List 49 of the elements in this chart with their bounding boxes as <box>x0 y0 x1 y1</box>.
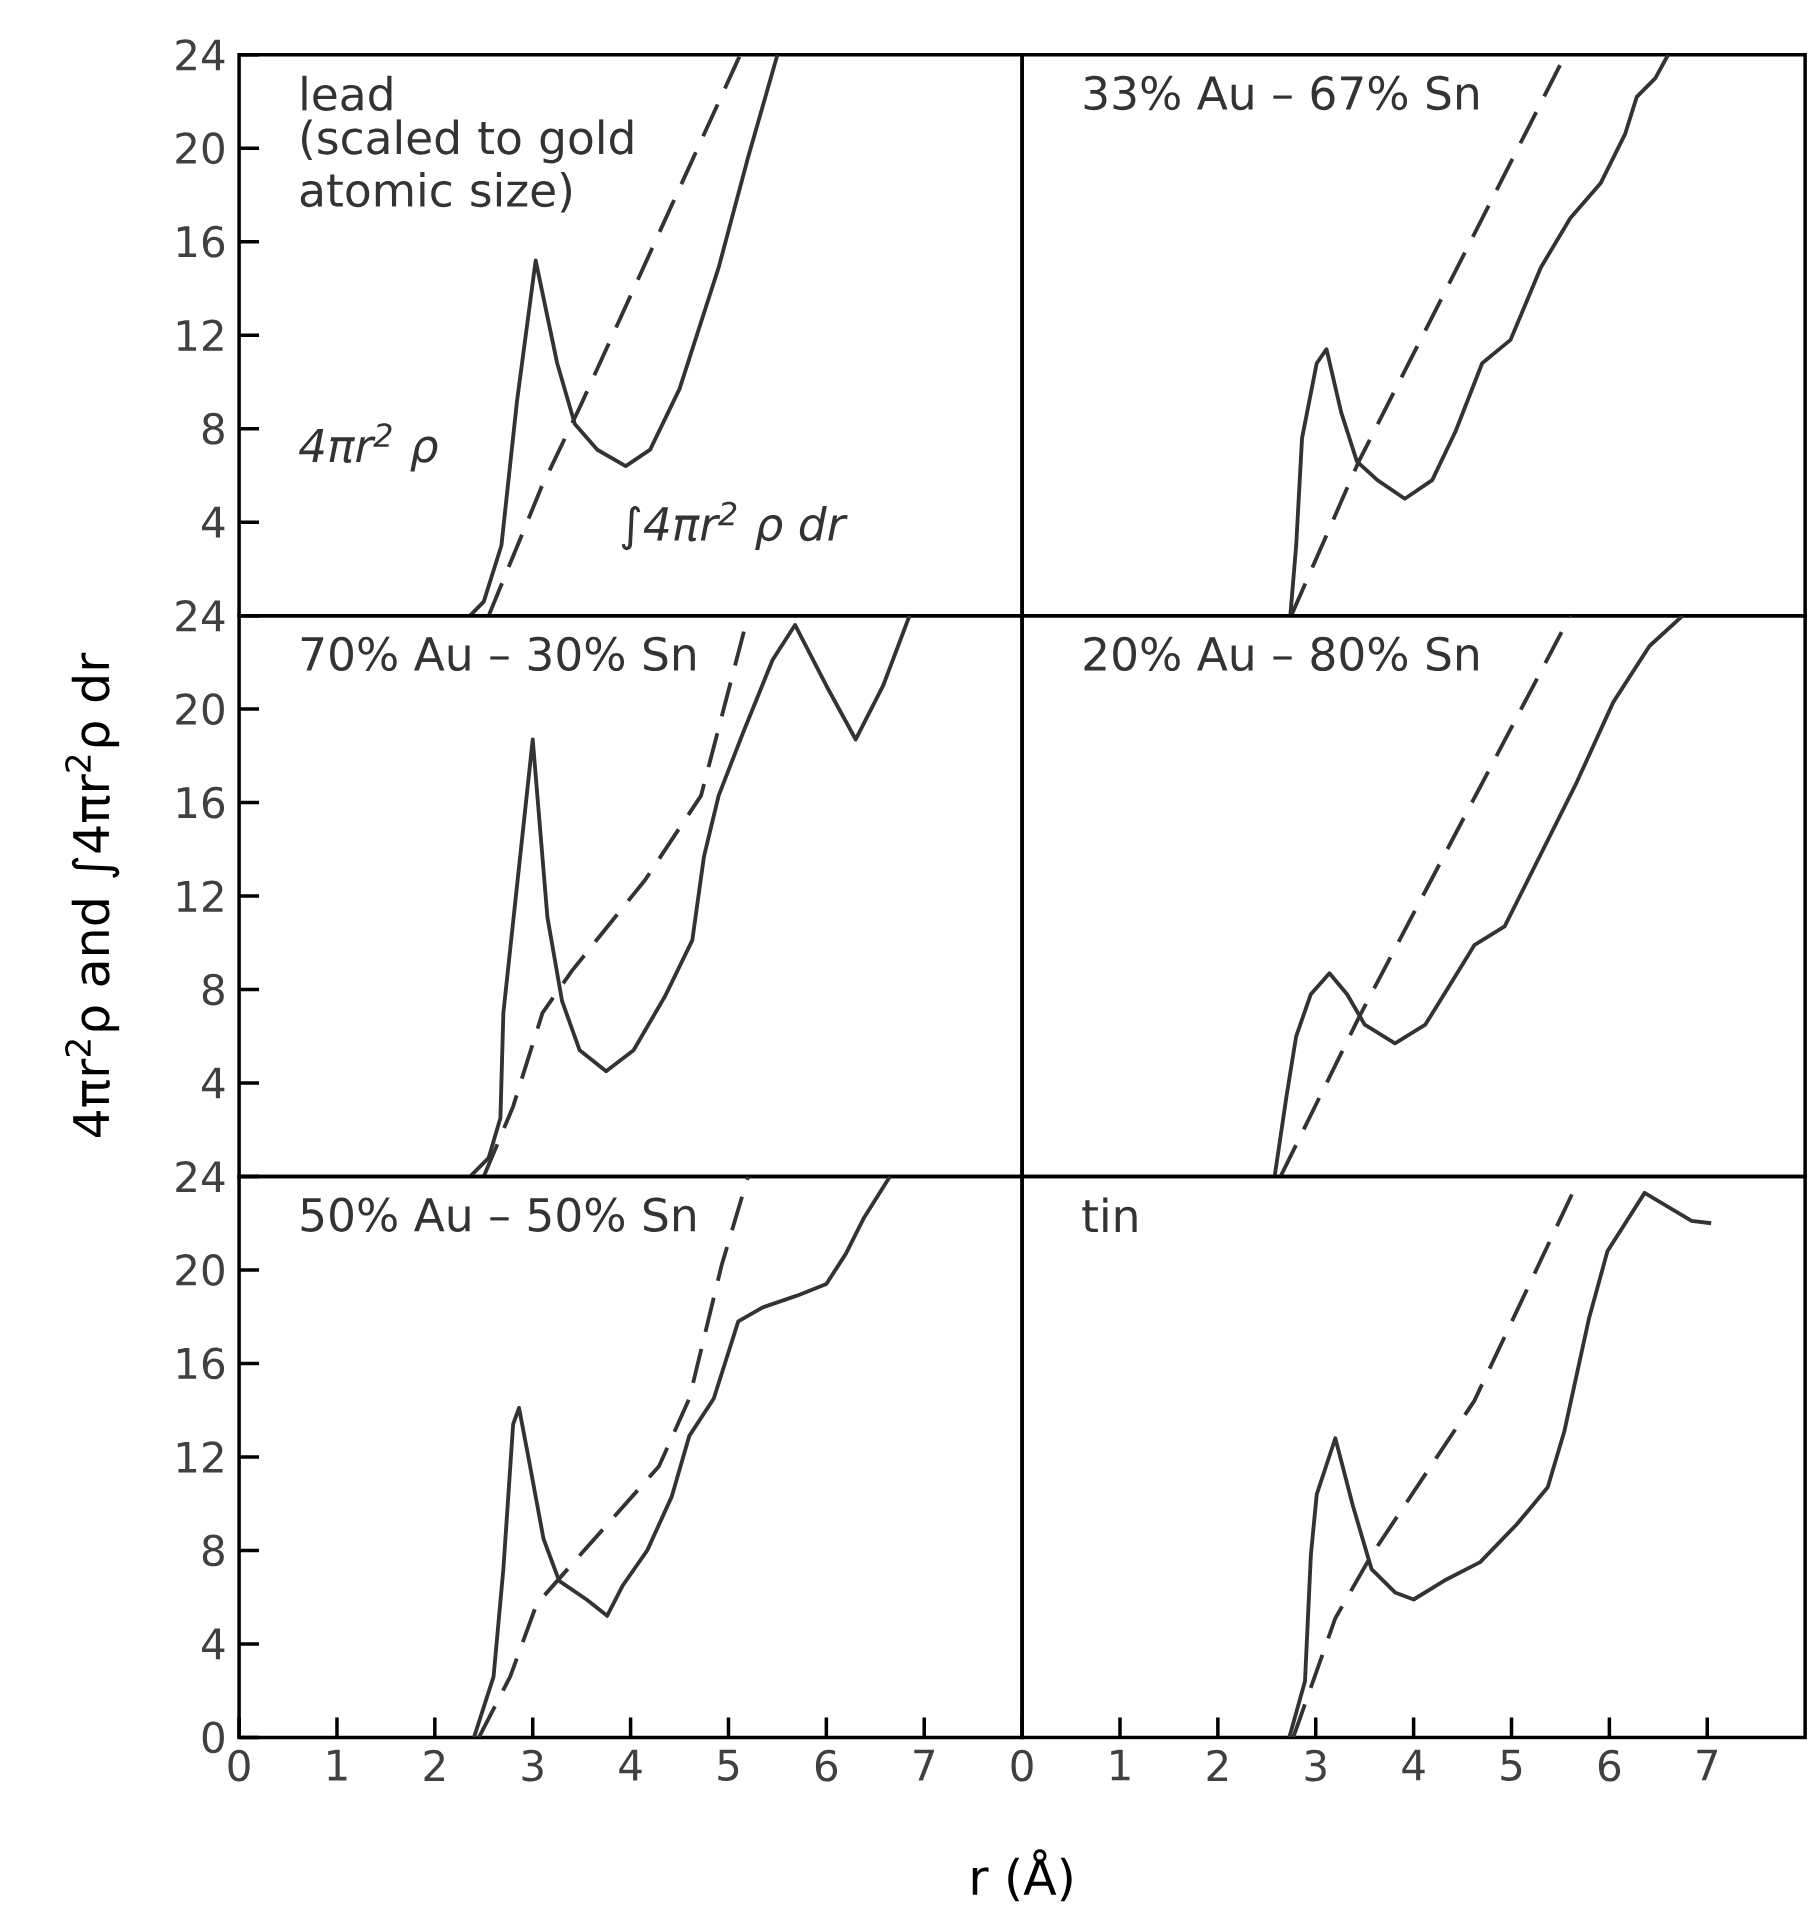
x-tick-label: 4 <box>1402 1749 1425 1781</box>
y-tick-label: 12 <box>177 319 223 351</box>
x-tick-label: 2 <box>1207 1749 1227 1781</box>
x-tick-label: 4 <box>619 1749 642 1781</box>
chart-title: lead <box>302 75 392 112</box>
x-tick-label: 3 <box>1305 1749 1326 1782</box>
annotation: ∫4πr$^{2}$ ρ dr <box>621 501 848 551</box>
text: (scaled to gold atomic size) <box>300 119 633 213</box>
x-tick-label: 7 <box>914 1749 934 1781</box>
y-tick-label: 20 <box>176 693 224 726</box>
y-tick-label: 8 <box>202 973 224 1006</box>
x-tick-label: 1 <box>328 1749 347 1781</box>
chart-title: tin <box>1082 1197 1137 1233</box>
x-tick-label: 5 <box>1501 1749 1522 1781</box>
x-tick-label: 5 <box>718 1749 739 1781</box>
x-tick-label: 0 <box>1011 1749 1033 1782</box>
line-series <box>468 615 912 1177</box>
y-tick-label: 8 <box>202 1534 224 1567</box>
x-tick-label: 0 <box>228 1749 250 1782</box>
y-tick-label: 4 <box>201 1628 225 1660</box>
chart-title: 50% Au – 50% Sn <box>301 1197 695 1232</box>
chart-title: 20% Au – 80% Sn <box>1084 636 1478 672</box>
x-tick-label: 6 <box>815 1749 838 1782</box>
x-tick-label: 3 <box>522 1749 543 1782</box>
annotation: 4πr$^{2}$ ρ <box>298 423 438 472</box>
y-tick-label: 0 <box>202 1721 224 1754</box>
chart-title: 70% Au – 30% Sn <box>301 636 695 672</box>
y-tick-label: 20 <box>176 1254 224 1286</box>
y-tick-label: 24 <box>176 600 225 632</box>
y-tick-label: 16 <box>177 225 225 258</box>
line-series <box>472 1176 892 1738</box>
line-series <box>468 54 780 616</box>
y-tick-label: 16 <box>177 786 225 819</box>
y-tick-label: 12 <box>177 880 223 912</box>
y-tick-label: 4 <box>201 1067 225 1099</box>
y-tick-label: 4 <box>201 506 225 538</box>
y-tick-label: 12 <box>177 1441 223 1473</box>
x-tick-label: 6 <box>1598 1749 1621 1782</box>
y-tick-label: 24 <box>176 39 225 71</box>
x-axis-title: r (Å) <box>972 1849 1072 1902</box>
y-tick-label: 8 <box>202 412 224 445</box>
y-tick-label: 16 <box>177 1347 225 1380</box>
y-tick-label: 20 <box>176 132 224 165</box>
chart-title: 33% Au – 67% Sn <box>1084 75 1478 111</box>
x-tick-label: 2 <box>424 1749 444 1781</box>
x-tick-label: 7 <box>1697 1749 1717 1781</box>
y-tick-label: 24 <box>176 1160 225 1193</box>
y-axis-title: 4πr$^{2}$ρ and ∫4πr$^{2}$ρ dr <box>65 652 120 1138</box>
x-tick-label: 1 <box>1111 1749 1130 1781</box>
